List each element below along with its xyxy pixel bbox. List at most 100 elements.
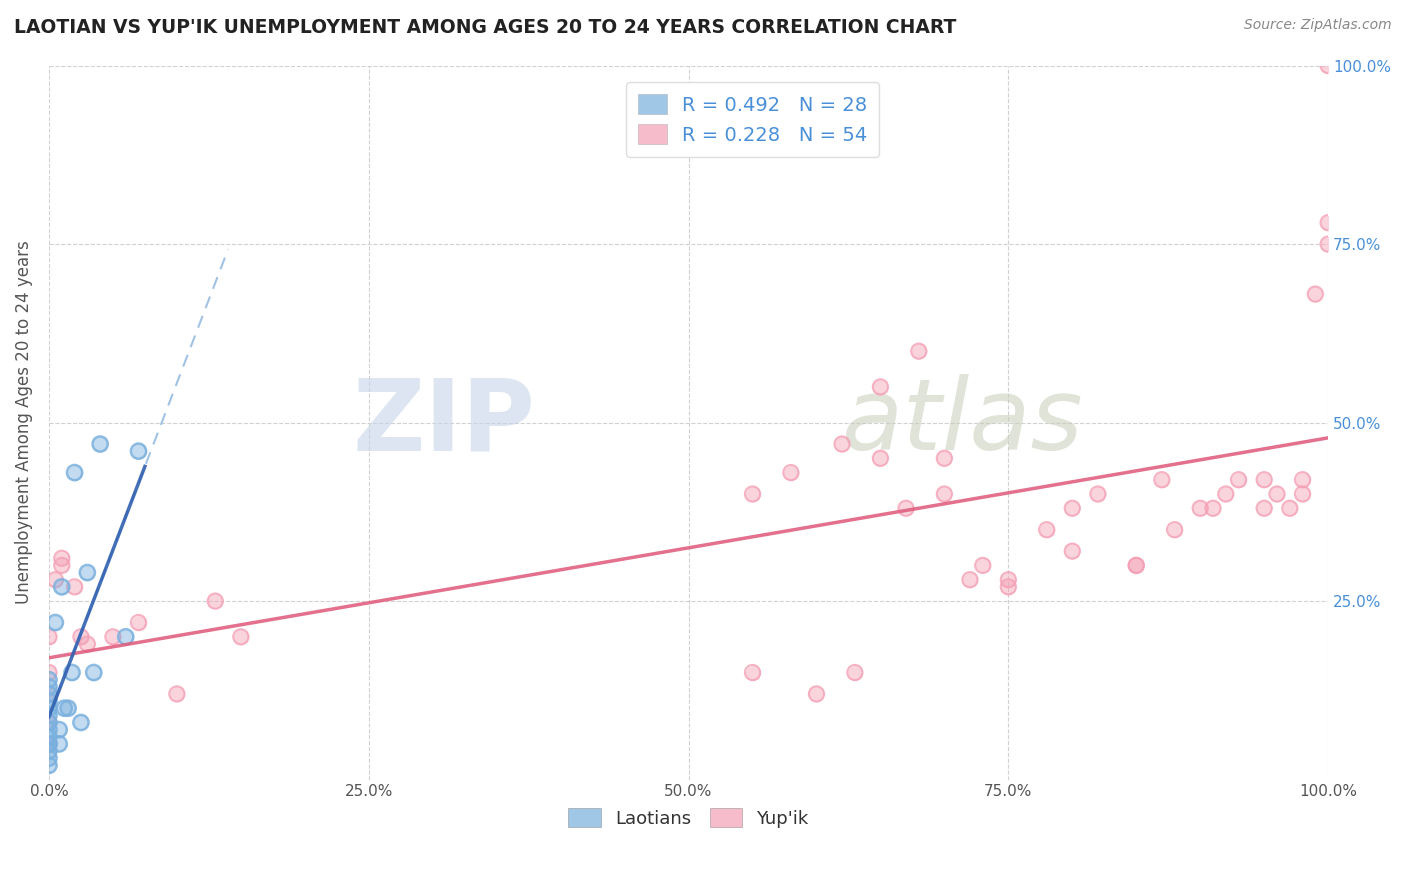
Point bbox=[1062, 501, 1084, 516]
Point bbox=[1317, 216, 1340, 230]
Text: Source: ZipAtlas.com: Source: ZipAtlas.com bbox=[1244, 18, 1392, 32]
Point bbox=[831, 437, 853, 451]
Point bbox=[997, 573, 1019, 587]
Point bbox=[1087, 487, 1109, 501]
Point bbox=[38, 758, 60, 772]
Point bbox=[959, 573, 981, 587]
Point bbox=[38, 694, 60, 708]
Point bbox=[1227, 473, 1250, 487]
Text: LAOTIAN VS YUP'IK UNEMPLOYMENT AMONG AGES 20 TO 24 YEARS CORRELATION CHART: LAOTIAN VS YUP'IK UNEMPLOYMENT AMONG AGE… bbox=[14, 18, 956, 37]
Point bbox=[229, 630, 252, 644]
Point bbox=[38, 708, 60, 723]
Point bbox=[38, 687, 60, 701]
Point bbox=[204, 594, 226, 608]
Point bbox=[38, 694, 60, 708]
Point bbox=[51, 580, 73, 594]
Point bbox=[38, 758, 60, 772]
Point bbox=[38, 723, 60, 737]
Point bbox=[1125, 558, 1147, 573]
Point bbox=[83, 665, 105, 680]
Point bbox=[1215, 487, 1237, 501]
Point bbox=[1202, 501, 1225, 516]
Point bbox=[1253, 473, 1275, 487]
Point bbox=[934, 487, 956, 501]
Text: ZIP: ZIP bbox=[352, 374, 536, 471]
Point bbox=[70, 630, 93, 644]
Point bbox=[1189, 501, 1212, 516]
Point bbox=[38, 715, 60, 730]
Point bbox=[997, 573, 1019, 587]
Point bbox=[959, 573, 981, 587]
Point bbox=[741, 487, 763, 501]
Point bbox=[1317, 237, 1340, 252]
Point bbox=[1035, 523, 1057, 537]
Point bbox=[70, 715, 93, 730]
Point bbox=[1125, 558, 1147, 573]
Point bbox=[997, 580, 1019, 594]
Point bbox=[38, 737, 60, 751]
Point bbox=[229, 630, 252, 644]
Point bbox=[780, 466, 803, 480]
Point bbox=[934, 487, 956, 501]
Point bbox=[38, 751, 60, 765]
Point bbox=[128, 444, 150, 458]
Point bbox=[38, 687, 60, 701]
Point bbox=[63, 466, 86, 480]
Point bbox=[89, 437, 111, 451]
Point bbox=[1202, 501, 1225, 516]
Point bbox=[48, 723, 70, 737]
Point bbox=[89, 437, 111, 451]
Point bbox=[44, 573, 66, 587]
Point bbox=[1163, 523, 1185, 537]
Point bbox=[38, 687, 60, 701]
Point bbox=[997, 580, 1019, 594]
Point bbox=[1125, 558, 1147, 573]
Point bbox=[1305, 287, 1327, 301]
Point bbox=[1317, 59, 1340, 73]
Point bbox=[56, 701, 79, 715]
Point bbox=[63, 580, 86, 594]
Point bbox=[38, 665, 60, 680]
Point bbox=[128, 615, 150, 630]
Point bbox=[38, 673, 60, 687]
Point bbox=[38, 630, 60, 644]
Point bbox=[38, 730, 60, 744]
Point bbox=[51, 558, 73, 573]
Point bbox=[38, 737, 60, 751]
Point bbox=[1278, 501, 1301, 516]
Point bbox=[76, 566, 98, 580]
Point bbox=[1189, 501, 1212, 516]
Point bbox=[38, 730, 60, 744]
Point bbox=[128, 444, 150, 458]
Point bbox=[1291, 487, 1313, 501]
Point bbox=[38, 701, 60, 715]
Point bbox=[38, 680, 60, 694]
Point bbox=[38, 701, 60, 715]
Point bbox=[934, 451, 956, 466]
Point bbox=[741, 665, 763, 680]
Point bbox=[1087, 487, 1109, 501]
Point bbox=[38, 680, 60, 694]
Point bbox=[907, 344, 929, 359]
Point bbox=[934, 451, 956, 466]
Point bbox=[741, 487, 763, 501]
Point bbox=[51, 551, 73, 566]
Point bbox=[38, 708, 60, 723]
Point bbox=[1150, 473, 1173, 487]
Point bbox=[53, 701, 76, 715]
Point bbox=[48, 737, 70, 751]
Point bbox=[806, 687, 828, 701]
Point bbox=[70, 630, 93, 644]
Y-axis label: Unemployment Among Ages 20 to 24 years: Unemployment Among Ages 20 to 24 years bbox=[15, 241, 32, 605]
Point bbox=[114, 630, 136, 644]
Point bbox=[166, 687, 188, 701]
Point bbox=[114, 630, 136, 644]
Point bbox=[51, 551, 73, 566]
Point bbox=[869, 380, 891, 394]
Point bbox=[1150, 473, 1173, 487]
Point bbox=[972, 558, 994, 573]
Point bbox=[741, 665, 763, 680]
Point bbox=[38, 723, 60, 737]
Point bbox=[38, 687, 60, 701]
Point bbox=[44, 573, 66, 587]
